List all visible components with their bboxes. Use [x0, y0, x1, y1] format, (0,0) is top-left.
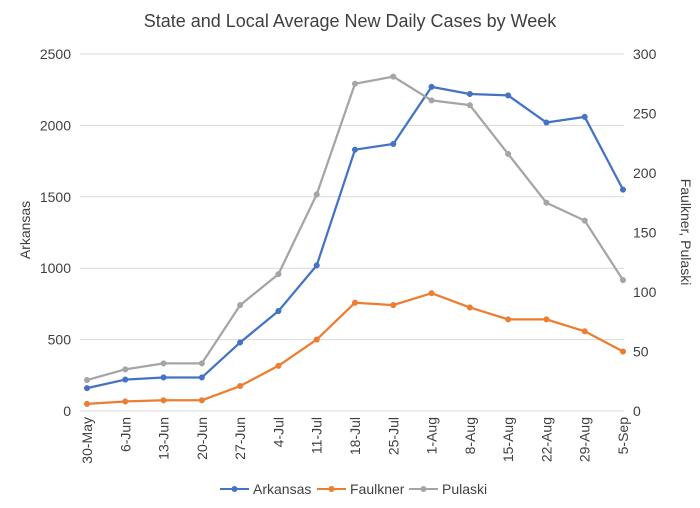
series-point-faulkner: [122, 398, 129, 405]
series-point-arkansas: [313, 262, 320, 269]
series-line-faulkner: [85, 292, 625, 405]
x-tick-label: 11-Jul: [309, 417, 325, 454]
series-point-arkansas: [160, 374, 167, 381]
series-point-faulkner: [581, 328, 588, 335]
series-point-faulkner: [160, 397, 167, 404]
series-point-arkansas: [390, 140, 397, 148]
series-point-faulkner: [351, 299, 359, 306]
series-point-arkansas: [505, 92, 512, 99]
series-point-pulaski: [390, 73, 397, 80]
x-tick-label: 15-Aug: [500, 417, 516, 462]
x-tick-label: 4-Jul: [270, 417, 286, 447]
x-tick-label: 18-Jul: [347, 417, 363, 455]
series-point-faulkner: [543, 316, 550, 323]
series-point-faulkner: [466, 304, 473, 311]
x-tick-label: 5-Sep: [615, 417, 631, 455]
series-point-faulkner: [390, 302, 397, 309]
series-point-arkansas: [237, 339, 244, 346]
right-tick-label: 100: [633, 284, 657, 300]
series-point-faulkner: [83, 400, 91, 407]
x-tick-label: 8-Aug: [462, 417, 478, 454]
series-point-faulkner: [237, 382, 244, 390]
x-tick-label: 1-Aug: [424, 417, 440, 454]
series-point-pulaski: [83, 377, 91, 384]
right-axis-label: Faulkner, Pulaski: [678, 179, 694, 286]
left-tick-label: 2500: [40, 46, 71, 62]
left-axis-ticks: 0 500 1000 1500 2000 2500: [40, 46, 71, 419]
series-point-arkansas: [428, 83, 435, 90]
series-point-pulaski: [237, 302, 244, 309]
series-point-pulaski: [122, 366, 129, 373]
x-tick-label: 27-Jun: [232, 417, 248, 460]
series-point-faulkner: [275, 362, 282, 369]
series-point-pulaski: [428, 97, 435, 104]
series-point-arkansas: [466, 90, 473, 98]
left-tick-label: 1500: [40, 189, 71, 205]
legend-item-faulkner: Faulkner: [317, 481, 405, 497]
series-point-faulkner: [505, 316, 512, 323]
series-point-arkansas: [619, 186, 627, 193]
series-point-arkansas: [543, 119, 550, 126]
series-point-pulaski: [351, 80, 359, 87]
series-point-faulkner: [428, 290, 435, 297]
right-tick-label: 200: [633, 165, 657, 181]
gridlines: [80, 53, 624, 341]
right-tick-label: 300: [633, 46, 657, 62]
series-point-faulkner: [198, 397, 205, 404]
right-axis-ticks: 0 50 100 150 200 250 300: [633, 46, 657, 419]
legend-label-faulkner: Faulkner: [350, 481, 405, 497]
x-tick-label: 22-Aug: [538, 417, 554, 462]
legend-label-pulaski: Pulaski: [442, 481, 487, 497]
series-point-arkansas: [122, 376, 129, 383]
right-tick-label: 250: [633, 106, 657, 122]
right-tick-label: 50: [633, 344, 649, 360]
x-tick-label: 20-Jun: [194, 417, 210, 460]
series-point-pulaski: [313, 191, 320, 198]
series-point-pulaski: [543, 199, 550, 206]
series-point-faulkner: [619, 348, 627, 355]
series-point-arkansas: [275, 307, 282, 315]
series-point-arkansas: [581, 113, 588, 120]
x-tick-label: 29-Aug: [577, 417, 593, 462]
x-tick-label: 30-May: [79, 417, 95, 464]
x-tick-label: 6-Jun: [117, 417, 133, 452]
x-axis-ticks: 30-May 6-Jun 13-Jun 20-Jun 27-Jun 4-Jul 11-Jul…: [79, 417, 631, 464]
legend-item-pulaski: Pulaski: [409, 481, 487, 497]
series-layer: [83, 73, 627, 407]
legend-marker-arkansas: [231, 486, 238, 492]
series-point-arkansas: [351, 146, 359, 153]
left-tick-label: 0: [63, 403, 71, 419]
series-line-arkansas: [85, 85, 625, 390]
legend-marker-faulkner: [328, 486, 335, 492]
series-point-faulkner: [313, 336, 320, 343]
series-point-arkansas: [198, 374, 205, 381]
series-point-pulaski: [198, 360, 205, 367]
legend: Arkansas Faulkner Pulaski: [220, 481, 487, 497]
x-tick-label: 25-Jul: [385, 417, 401, 455]
left-tick-label: 2000: [40, 117, 71, 133]
series-point-pulaski: [581, 217, 588, 224]
chart-title: State and Local Average New Daily Cases …: [144, 11, 558, 31]
series-point-pulaski: [466, 102, 473, 109]
left-tick-label: 500: [48, 332, 72, 348]
left-axis-label: Arkansas: [17, 201, 33, 259]
series-point-pulaski: [619, 277, 627, 284]
right-tick-label: 150: [633, 225, 657, 241]
series-point-arkansas: [83, 385, 91, 392]
series-point-pulaski: [275, 271, 282, 278]
series-point-pulaski: [160, 360, 167, 367]
x-tick-label: 13-Jun: [156, 417, 172, 460]
legend-label-arkansas: Arkansas: [253, 481, 311, 497]
series-point-pulaski: [505, 150, 512, 158]
legend-item-arkansas: Arkansas: [220, 481, 311, 497]
right-tick-label: 0: [633, 403, 641, 419]
series-line-pulaski: [85, 75, 625, 382]
left-tick-label: 1000: [40, 260, 71, 276]
legend-marker-pulaski: [420, 486, 427, 492]
